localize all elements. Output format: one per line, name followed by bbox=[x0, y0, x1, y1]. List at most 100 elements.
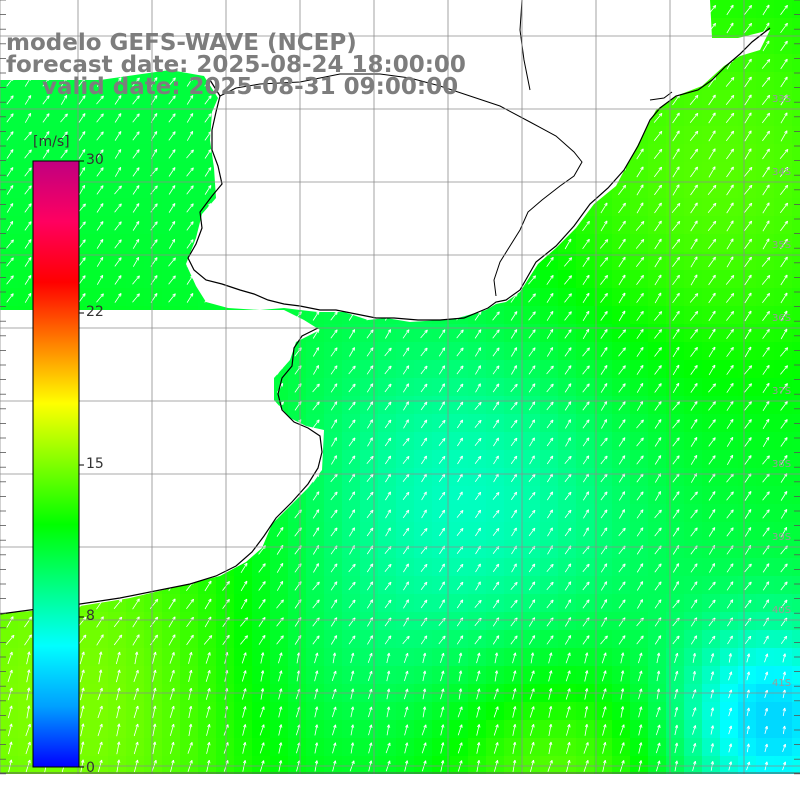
wind-cell bbox=[720, 18, 739, 37]
wind-arrow bbox=[725, 94, 735, 105]
wind-cell bbox=[684, 198, 703, 217]
wind-cell bbox=[0, 648, 19, 667]
wind-cell bbox=[144, 252, 163, 271]
wind-cell bbox=[504, 504, 523, 523]
wind-cell bbox=[108, 234, 127, 253]
wind-arrow bbox=[78, 113, 86, 123]
wind-cell bbox=[666, 702, 685, 721]
wind-cell bbox=[396, 450, 415, 469]
wind-cell bbox=[774, 54, 793, 73]
wind-arrow bbox=[780, 76, 788, 88]
wind-arrow bbox=[725, 77, 735, 87]
wind-arrow bbox=[510, 329, 518, 339]
wind-cell bbox=[738, 288, 757, 307]
wind-arrow bbox=[744, 256, 752, 268]
wind-cell bbox=[612, 234, 631, 253]
wind-cell bbox=[522, 522, 541, 541]
wind-arrow bbox=[779, 148, 789, 159]
wind-cell bbox=[792, 522, 800, 541]
latitude-label: 38S bbox=[772, 459, 792, 470]
wind-cell bbox=[756, 648, 775, 667]
wind-cell bbox=[324, 450, 343, 469]
wind-cell bbox=[576, 648, 595, 667]
wind-cell bbox=[648, 288, 667, 307]
wind-cell bbox=[252, 558, 271, 577]
wind-cell bbox=[648, 504, 667, 523]
wind-cell bbox=[450, 558, 469, 577]
wind-cell bbox=[792, 324, 800, 343]
wind-cell bbox=[360, 396, 379, 415]
wind-arrow bbox=[744, 130, 752, 142]
wind-cell bbox=[594, 450, 613, 469]
wind-cell bbox=[90, 180, 109, 199]
wind-cell bbox=[792, 90, 800, 109]
wind-arrow bbox=[24, 167, 32, 177]
wind-cell bbox=[720, 396, 739, 415]
wind-cell bbox=[306, 576, 325, 595]
wind-cell bbox=[216, 738, 235, 757]
wind-cell bbox=[648, 234, 667, 253]
wind-arrow bbox=[690, 184, 698, 196]
wind-cell bbox=[738, 180, 757, 199]
wind-arrow bbox=[114, 221, 122, 231]
wind-cell bbox=[18, 144, 37, 163]
wind-cell bbox=[612, 666, 631, 685]
wind-cell bbox=[360, 594, 379, 613]
wind-cell bbox=[144, 738, 163, 757]
wind-cell bbox=[144, 648, 163, 667]
wind-cell bbox=[594, 630, 613, 649]
wind-arrow bbox=[474, 329, 482, 339]
wind-cell bbox=[738, 558, 757, 577]
wind-arrow bbox=[762, 202, 770, 214]
wind-cell bbox=[324, 468, 343, 487]
wind-arrow bbox=[653, 166, 663, 178]
wind-cell bbox=[756, 450, 775, 469]
wind-arrow bbox=[726, 238, 734, 250]
wind-cell bbox=[630, 450, 649, 469]
wind-cell bbox=[270, 540, 289, 559]
wind-cell bbox=[792, 702, 800, 721]
wind-arrow bbox=[132, 293, 140, 303]
wind-cell bbox=[360, 378, 379, 397]
wind-cell bbox=[702, 270, 721, 289]
wind-cell bbox=[234, 720, 253, 739]
wind-cell bbox=[648, 306, 667, 325]
wind-cell bbox=[396, 702, 415, 721]
wind-arrow bbox=[743, 184, 753, 196]
wind-cell bbox=[0, 234, 19, 253]
wind-cell bbox=[720, 234, 739, 253]
wind-cell bbox=[792, 180, 800, 199]
wind-arrow bbox=[780, 22, 788, 34]
wind-arrow bbox=[743, 166, 753, 177]
wind-cell bbox=[342, 666, 361, 685]
wind-cell bbox=[720, 108, 739, 127]
wind-cell bbox=[774, 702, 793, 721]
wind-arrow bbox=[132, 203, 140, 213]
wind-arrow bbox=[96, 203, 104, 213]
wind-arrow bbox=[6, 113, 14, 123]
wind-cell bbox=[252, 756, 271, 774]
wind-arrow bbox=[366, 329, 374, 339]
wind-cell bbox=[396, 648, 415, 667]
wind-cell bbox=[594, 666, 613, 685]
wind-arrow bbox=[24, 292, 32, 303]
wind-cell bbox=[576, 324, 595, 343]
wind-cell bbox=[342, 522, 361, 541]
wind-cell bbox=[702, 180, 721, 199]
wind-cell bbox=[108, 612, 127, 631]
wind-cell bbox=[720, 360, 739, 379]
wind-cell bbox=[360, 360, 379, 379]
wind-cell bbox=[558, 324, 577, 343]
wind-cell bbox=[522, 540, 541, 559]
wind-cell bbox=[342, 324, 361, 343]
wind-cell bbox=[306, 594, 325, 613]
wind-cell bbox=[414, 558, 433, 577]
wind-cell bbox=[684, 576, 703, 595]
wind-cell bbox=[630, 180, 649, 199]
wind-cell bbox=[756, 342, 775, 361]
wind-arrow bbox=[654, 184, 662, 196]
wind-cell bbox=[684, 612, 703, 631]
wind-cell bbox=[774, 612, 793, 631]
wind-cell bbox=[144, 756, 163, 774]
wind-cell bbox=[216, 720, 235, 739]
